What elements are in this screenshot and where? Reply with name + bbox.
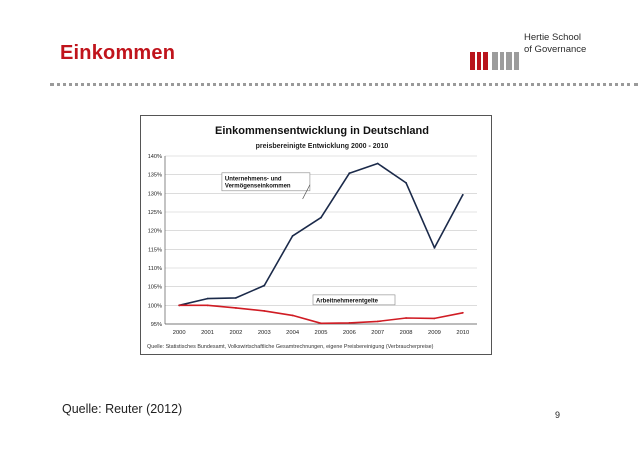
series-0-label-box xyxy=(221,172,311,192)
slide-source: Quelle: Reuter (2012) xyxy=(62,402,183,416)
chart-axes: 95% 100% 105% 110% 115% 120% 125% 130% 135% 140% 2… xyxy=(148,154,477,336)
series-0-leader xyxy=(302,184,311,200)
x-tick-label: 2000 xyxy=(173,330,186,336)
y-tick-label: 100% xyxy=(148,303,162,309)
series-1-point xyxy=(405,317,407,319)
chart-frame: Einkommensentwicklung in Deutschland pre… xyxy=(140,115,492,355)
y-tick-label: 95% xyxy=(151,322,162,328)
chart-source: Quelle: Statistisches Bundesamt, Volkswi… xyxy=(147,344,434,350)
y-tick-label: 130% xyxy=(148,191,162,197)
y-tick-label: 125% xyxy=(148,210,162,216)
x-tick-label: 2008 xyxy=(400,330,413,336)
y-tick-label: 135% xyxy=(148,173,162,179)
page-title: Einkommen xyxy=(60,42,176,64)
x-tick-label: 2007 xyxy=(371,330,384,336)
series-1-point xyxy=(376,320,379,323)
series-0-point xyxy=(348,172,351,175)
series-1-point xyxy=(461,311,464,314)
series-0-label: Vermögenseinkommen xyxy=(225,183,291,189)
y-tick-label: 120% xyxy=(148,229,162,235)
series-0-point xyxy=(405,181,407,184)
income-line-chart: Einkommensentwicklung in Deutschland pre… xyxy=(147,125,477,350)
series-0-point xyxy=(263,284,266,287)
x-tick-label: 2009 xyxy=(428,330,441,336)
series-0-point xyxy=(206,297,209,300)
title-divider xyxy=(50,83,638,86)
series-1-point xyxy=(291,314,294,317)
series-1-point xyxy=(348,321,351,324)
hertie-logo-icon xyxy=(470,52,519,70)
x-tick-label: 2003 xyxy=(258,330,271,336)
chart-subtitle: preisbereinigte Entwicklung 2000 - 2010 xyxy=(256,143,389,150)
logo-line-1: Hertie School xyxy=(524,32,582,43)
page-number: 9 xyxy=(555,410,561,420)
series-1-point xyxy=(235,307,237,309)
x-tick-label: 2006 xyxy=(343,330,356,336)
series-0-label: Unternehmens- und xyxy=(225,176,282,182)
series-1-point xyxy=(178,304,181,307)
chart-title: Einkommensentwicklung in Deutschland xyxy=(215,125,429,137)
y-tick-label: 110% xyxy=(148,266,162,272)
series-line-1 xyxy=(179,304,463,325)
series-0-point xyxy=(461,193,464,196)
x-tick-label: 2004 xyxy=(286,330,300,336)
x-tick-label: 2005 xyxy=(315,330,328,336)
series-1-point xyxy=(433,317,436,320)
series-0-point xyxy=(376,162,379,165)
chart-series xyxy=(178,162,464,325)
logo-text: Hertie School of Governance xyxy=(524,32,634,56)
y-tick-label: 115% xyxy=(148,247,162,253)
x-tick-label: 2001 xyxy=(201,330,214,336)
x-tick-label: 2002 xyxy=(229,330,242,336)
x-tick-label: 2010 xyxy=(456,330,469,336)
logo-line-2: of Governance xyxy=(524,44,587,55)
series-0-point xyxy=(433,246,436,249)
series-0-point xyxy=(235,296,237,299)
series-0-point xyxy=(320,216,322,219)
series-1-point xyxy=(320,322,322,325)
y-tick-label: 140% xyxy=(148,154,162,160)
series-1-point xyxy=(263,310,266,312)
y-tick-label: 105% xyxy=(148,285,162,291)
grid-lines xyxy=(165,155,477,325)
series-1-point xyxy=(206,304,209,307)
series-1-label-box xyxy=(312,294,396,306)
series-0-point xyxy=(291,234,294,237)
series-1-label: Arbeitnehmerentgelte xyxy=(316,298,379,304)
